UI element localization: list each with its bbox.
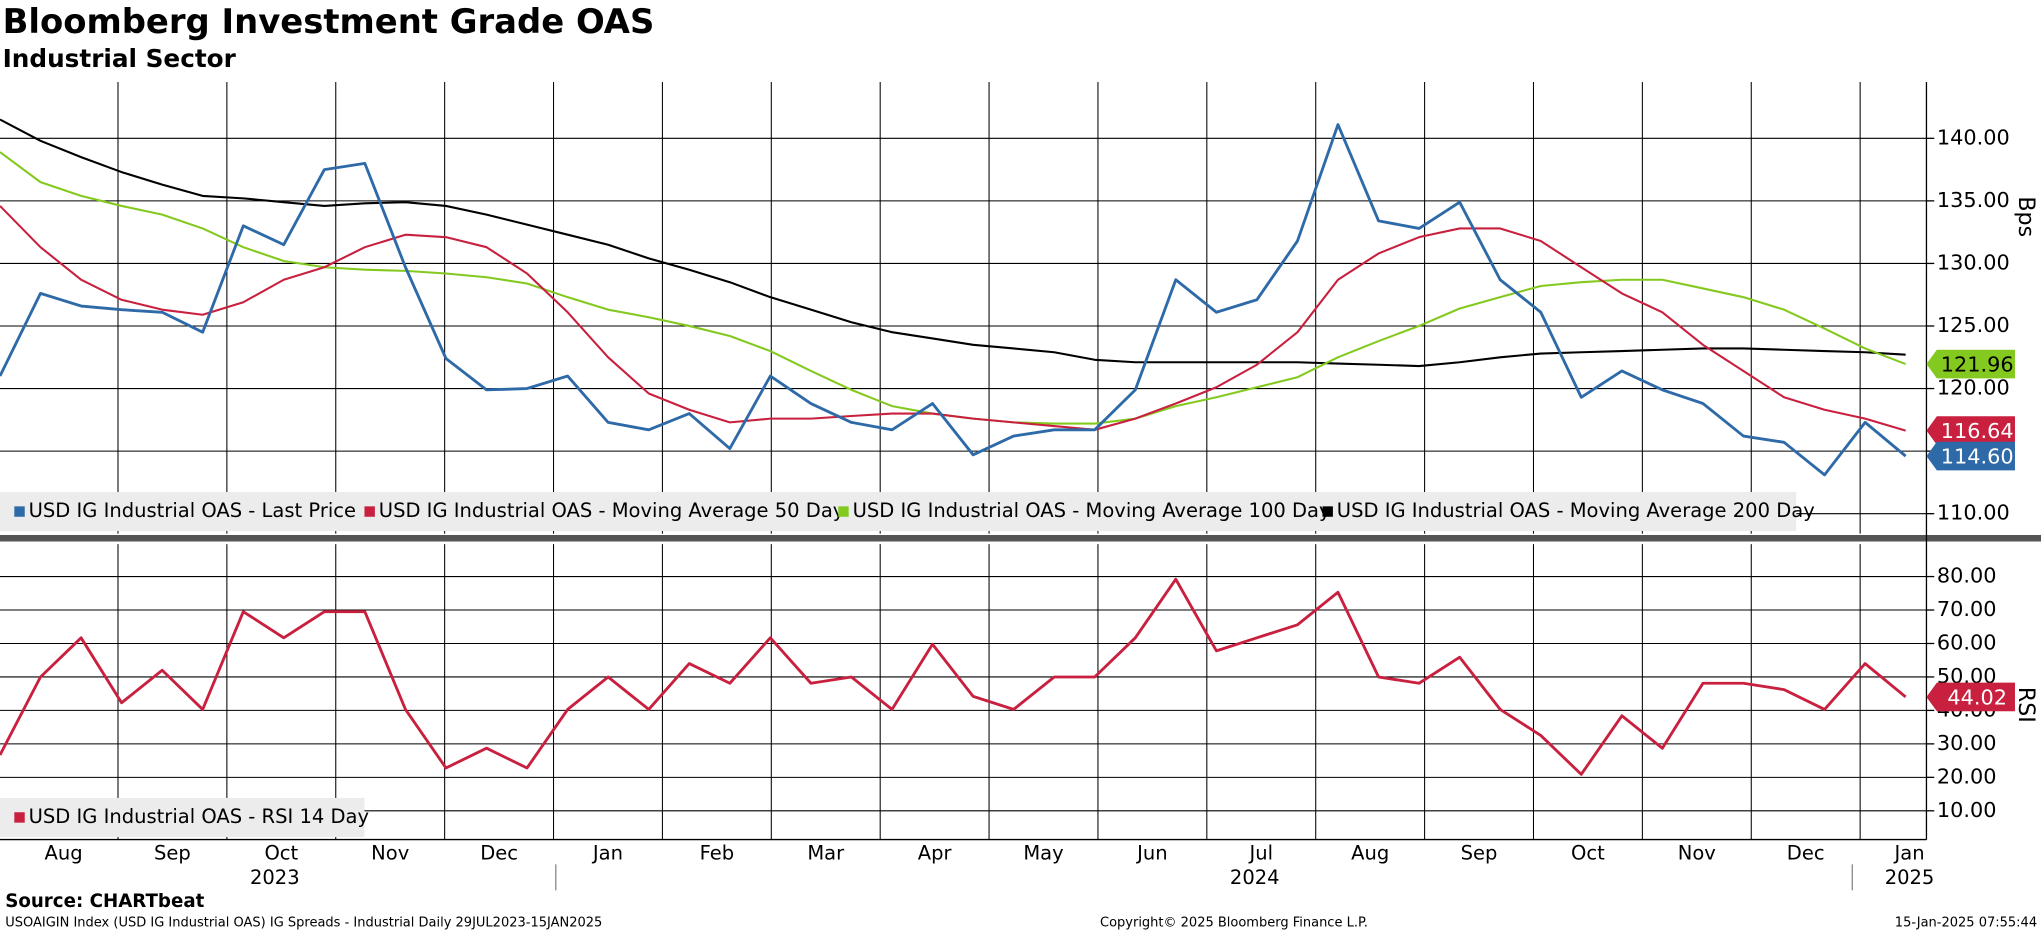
x-tick-label: Nov [371, 841, 409, 864]
legend-background [0, 797, 365, 837]
x-tick-label: Jul [1248, 841, 1274, 864]
y-axis-label: Bps [2013, 196, 2039, 237]
x-year-label: 2024 [1230, 866, 1280, 889]
legend-background [0, 492, 1797, 532]
series-line [0, 118, 1906, 368]
y-tick-label: 80.00 [1937, 564, 1997, 588]
x-tick-label: May [1023, 841, 1063, 864]
y-tick-label: 120.00 [1937, 376, 2010, 400]
last-value-label: 44.02 [1947, 685, 2007, 709]
legend-label: USD IG Industrial OAS - Moving Average 5… [379, 499, 845, 522]
y-tick-label: 130.00 [1937, 250, 2010, 274]
x-tick-label: Jan [591, 841, 623, 864]
copyright: Copyright© 2025 Bloomberg Finance L.P. [1100, 915, 1368, 930]
panel-separator [0, 534, 2041, 542]
chart-subtitle: Industrial Sector [3, 44, 237, 73]
x-tick-label: Apr [918, 841, 953, 864]
legend-label: USD IG Industrial OAS - RSI 14 Day [29, 805, 369, 828]
x-tick-label: Oct [264, 841, 298, 864]
x-year-label: 2025 [1885, 866, 1935, 889]
y-axis-label: RSI [2013, 687, 2039, 723]
series-line [0, 151, 1907, 425]
x-tick-label: Nov [1678, 841, 1716, 864]
x-tick-label: Jun [1135, 841, 1168, 864]
legend-label: USD IG Industrial OAS - Last Price [29, 499, 356, 522]
last-value-tag [1926, 682, 2015, 712]
legend-swatch [14, 506, 25, 517]
x-tick-label: Feb [700, 841, 735, 864]
last-value-tag [1926, 441, 2015, 471]
last-value-label: 116.64 [1941, 419, 2014, 443]
y-tick-label: 30.00 [1937, 731, 1997, 755]
x-tick-label: Jan [1892, 841, 1924, 864]
x-tick-label: Dec [1787, 841, 1825, 864]
source: Source: CHARTbeat [5, 891, 204, 912]
series-line [0, 577, 1907, 776]
last-value-tag [1926, 349, 2015, 379]
x-tick-label: Oct [1571, 841, 1605, 864]
legend-label: USD IG Industrial OAS - Moving Average 2… [1337, 499, 1815, 522]
x-tick-label: Aug [1351, 841, 1389, 864]
legend-swatch [14, 812, 25, 823]
last-value-label: 121.96 [1941, 352, 2014, 376]
series-line [0, 205, 1906, 432]
y-tick-label: 10.00 [1937, 798, 1997, 822]
description: USOAIGIN Index (USD IG Industrial OAS) I… [5, 915, 602, 930]
x-tick-label: Sep [1461, 841, 1498, 864]
y-tick-label: 125.00 [1937, 313, 2010, 337]
y-tick-label: 20.00 [1937, 764, 1997, 788]
y-tick-label: 140.00 [1937, 125, 2010, 149]
legend-swatch [1322, 506, 1333, 517]
timestamp: 15-Jan-2025 07:55:44 [1895, 915, 2037, 930]
x-year-label: 2023 [250, 866, 300, 889]
x-tick-label: Mar [807, 841, 845, 864]
last-value-tag [1926, 416, 2015, 445]
legend-swatch [364, 506, 375, 517]
series-line [0, 123, 1907, 477]
x-tick-label: Aug [44, 841, 82, 864]
chart-title: Bloomberg Investment Grade OAS [3, 2, 655, 41]
last-value-label: 114.60 [1941, 444, 2014, 468]
legend-label: USD IG Industrial OAS - Moving Average 1… [853, 499, 1331, 522]
x-tick-label: Sep [154, 841, 191, 864]
y-tick-label: 70.00 [1937, 597, 1997, 621]
y-tick-label: 110.00 [1937, 501, 2010, 525]
x-tick-label: Dec [480, 841, 518, 864]
y-tick-label: 135.00 [1937, 188, 2010, 212]
legend-swatch [838, 506, 849, 517]
y-tick-label: 60.00 [1937, 630, 1997, 654]
